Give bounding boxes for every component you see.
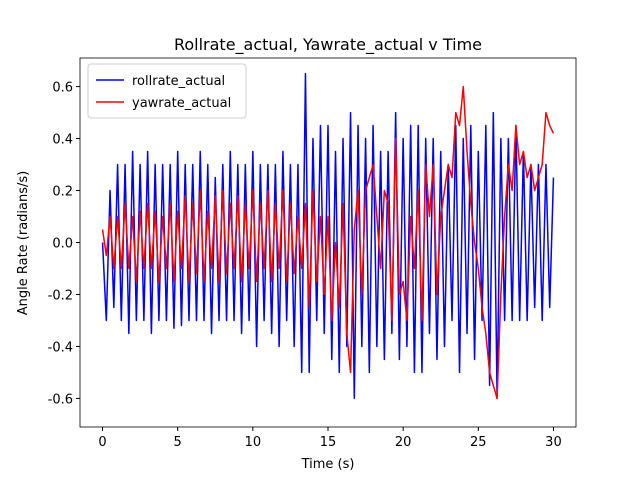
plot-frame [79, 57, 577, 428]
x-tick-label: 10 [245, 435, 262, 450]
x-tick-label: 0 [98, 435, 106, 450]
series-line [101, 85, 555, 400]
x-axis-label: Time (s) [301, 457, 355, 472]
y-tick-label: -0.4 [48, 340, 73, 355]
legend-box [87, 63, 247, 119]
y-tick-label: -0.6 [48, 392, 73, 407]
x-tick-label: 30 [545, 435, 562, 450]
y-tick-label: 0.2 [52, 185, 73, 200]
y-tick-label: 0.6 [52, 81, 73, 96]
x-tick-label: 15 [320, 435, 337, 450]
x-tick-label: 25 [470, 435, 487, 450]
y-tick-label: -0.2 [48, 288, 73, 303]
legend-label: yawrate_actual [132, 96, 231, 111]
legend-label: rollrate_actual [132, 74, 225, 89]
x-tick-label: 20 [395, 435, 412, 450]
x-tick-label: 5 [174, 435, 182, 450]
y-tick-label: 0.4 [52, 133, 73, 148]
chart-title: Rollrate_actual, Yawrate_actual v Time [174, 35, 482, 55]
y-axis-label: Angle Rate (radians/s) [16, 171, 31, 316]
y-tick-label: 0.0 [52, 237, 73, 252]
series-line [101, 72, 555, 400]
